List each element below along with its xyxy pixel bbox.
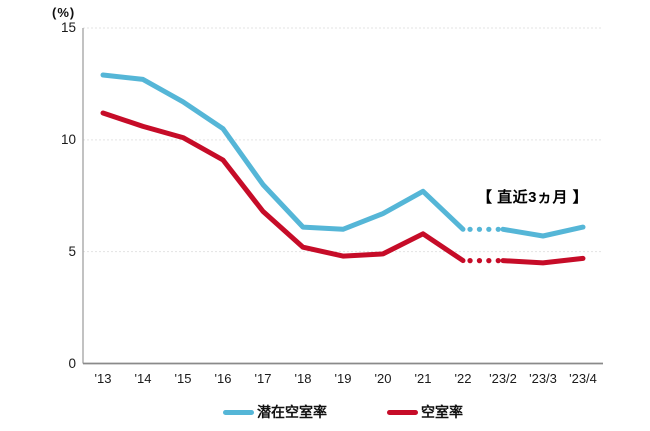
x-tick-label: '20 xyxy=(374,371,392,386)
legend-label-latent-vacancy-rate: 潜在空室率 xyxy=(257,404,327,420)
y-tick-label: 10 xyxy=(60,131,76,147)
vacancy-rate-line-recent xyxy=(500,255,586,266)
vacancy-rate-line xyxy=(100,110,466,264)
recent-3-months-annotation: 【 直近3ヵ月 】 xyxy=(477,189,589,206)
latent-vacancy-rate-line-recent xyxy=(500,224,586,239)
legend-item-vacancy-rate: 空室率 xyxy=(387,402,463,422)
y-tick-label: 5 xyxy=(68,243,76,259)
latent-vacancy-line-swatch xyxy=(223,409,254,415)
x-tick-label: '23/3 xyxy=(529,371,557,386)
x-tick-label: '14 xyxy=(134,371,152,386)
x-tick-label: '21 xyxy=(414,371,432,386)
y-tick-label: 0 xyxy=(68,355,76,371)
x-tick-label: '17 xyxy=(254,371,272,386)
legend-label-vacancy-rate: 空室率 xyxy=(421,404,463,420)
x-tick-label: '22 xyxy=(454,371,472,386)
legend-item-latent-vacancy-rate: 潜在空室率 xyxy=(223,402,327,422)
legend: 潜在空室率 空室率 xyxy=(83,402,603,422)
latent-vacancy-rate-line xyxy=(100,72,466,232)
vacancy-line-swatch xyxy=(387,409,418,415)
x-tick-label: '13 xyxy=(94,371,112,386)
x-tick-label: '19 xyxy=(334,371,352,386)
x-tick-label: '15 xyxy=(174,371,192,386)
y-tick-label: 15 xyxy=(60,20,76,35)
x-tick-label: '18 xyxy=(294,371,312,386)
x-tick-label: '16 xyxy=(214,371,232,386)
x-axis-tick-labels: '13 '14 '15 '16 '17 '18 '19 '20 '21 '22 '23/2 '23/3… xyxy=(0,371,650,389)
x-tick-label: '23/4 xyxy=(569,371,597,386)
y-axis-unit-label: (%) xyxy=(52,5,76,20)
x-tick-label: '23/2 xyxy=(489,371,517,386)
